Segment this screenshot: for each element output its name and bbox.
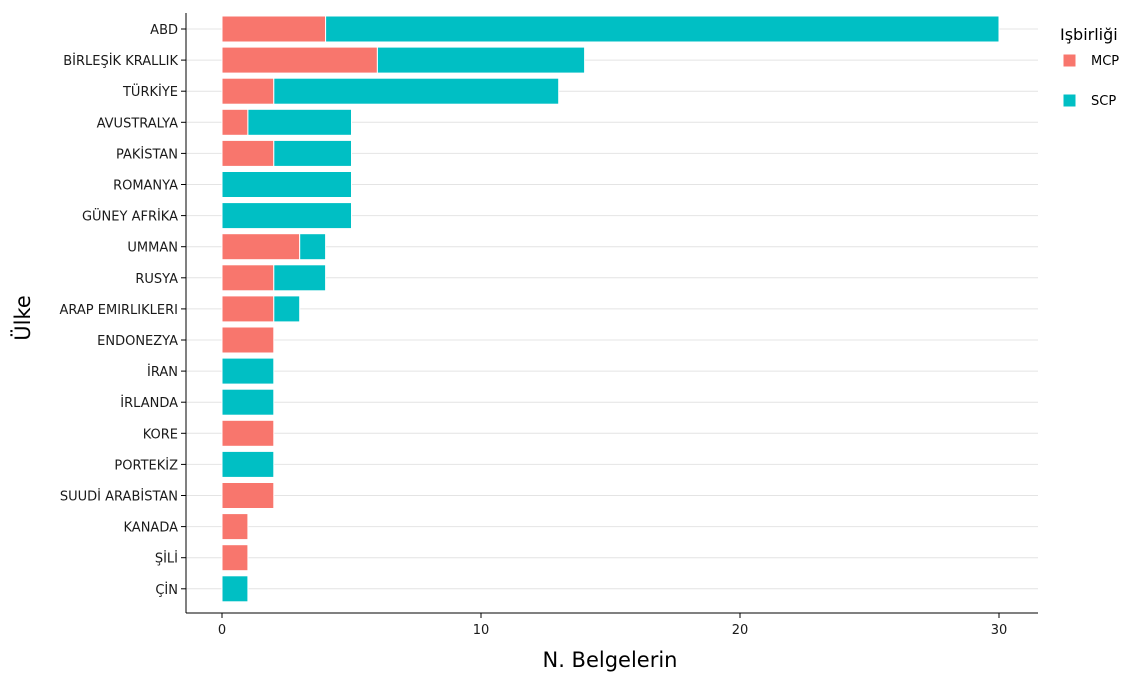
y-tick-label: PORTEKİZ <box>114 457 178 473</box>
x-tick-label: 20 <box>732 623 749 638</box>
x-axis: 0 10 20 30 <box>186 612 1038 638</box>
bar-mcp-1 <box>221 46 378 74</box>
bar-mcp-15 <box>221 482 275 509</box>
y-tick-label: PAKİSTAN <box>116 146 178 162</box>
legend: Işbirliği MCP SCP <box>1060 25 1119 109</box>
y-tick-label: ARAP EMIRLIKLERI <box>60 303 179 318</box>
y-tick-label: ÇİN <box>155 582 178 598</box>
y-tick-label: ENDONEZYA <box>97 334 178 349</box>
bar-mcp-7 <box>221 233 301 261</box>
bar-scp-1 <box>376 46 586 74</box>
y-tick-label: ŞİLİ <box>155 551 178 567</box>
bar-scp-14 <box>221 450 275 478</box>
bar-scp-6 <box>221 202 352 230</box>
legend-title: Işbirliği <box>1060 25 1118 44</box>
y-tick-label: UMMAN <box>127 241 178 256</box>
bars <box>221 15 1000 603</box>
y-tick-label: SUUDİ ARABİSTAN <box>60 489 178 505</box>
y-tick-label: KORE <box>143 427 178 442</box>
bar-scp-9 <box>273 295 301 323</box>
y-axis-title: Ülke <box>10 295 35 341</box>
bar-mcp-17 <box>221 544 249 572</box>
y-tick-label: RUSYA <box>135 272 178 287</box>
x-tick-label: 30 <box>991 623 1008 638</box>
bar-mcp-13 <box>221 419 275 447</box>
bar-scp-12 <box>221 388 275 416</box>
x-axis-title: N. Belgelerin <box>542 648 677 672</box>
bar-mcp-16 <box>221 513 249 541</box>
legend-label-scp: SCP <box>1091 94 1116 109</box>
y-tick-label: KANADA <box>124 521 179 536</box>
bar-scp-0 <box>325 15 1000 43</box>
y-tick-label: ROMANYA <box>113 179 178 194</box>
x-tick-label: 10 <box>473 623 490 638</box>
legend-label-mcp: MCP <box>1091 54 1119 69</box>
bar-mcp-10 <box>221 326 275 354</box>
bar-scp-3 <box>247 108 352 136</box>
y-tick-label: BİRLEŞİK KRALLIK <box>63 53 178 69</box>
y-tick-label: ABD <box>150 23 178 38</box>
bar-mcp-8 <box>221 264 275 292</box>
y-axis: ABD BİRLEŞİK KRALLIK TÜRKİYE AVUSTRALYA PAKİ… <box>60 13 187 613</box>
bar-scp-8 <box>273 264 327 292</box>
y-tick-label: AVUSTRALYA <box>97 116 179 131</box>
legend-key-scp <box>1062 93 1077 108</box>
bar-scp-18 <box>221 575 249 603</box>
y-tick-label: İRAN <box>147 364 178 380</box>
bar-scp-2 <box>273 77 560 105</box>
x-tick-label: 0 <box>218 623 226 638</box>
bar-mcp-0 <box>221 15 327 43</box>
y-tick-label: TÜRKİYE <box>122 83 178 100</box>
bar-mcp-3 <box>221 108 249 136</box>
bar-mcp-9 <box>221 295 275 323</box>
legend-key-mcp <box>1062 53 1077 68</box>
bar-scp-4 <box>273 139 352 167</box>
bar-scp-5 <box>221 171 352 198</box>
bar-scp-7 <box>299 233 327 261</box>
bar-mcp-4 <box>221 139 275 167</box>
y-tick-label: İRLANDA <box>120 395 178 411</box>
bar-scp-11 <box>221 357 275 385</box>
y-tick-label: GÜNEY AFRİKA <box>82 208 178 225</box>
bar-mcp-2 <box>221 77 275 105</box>
